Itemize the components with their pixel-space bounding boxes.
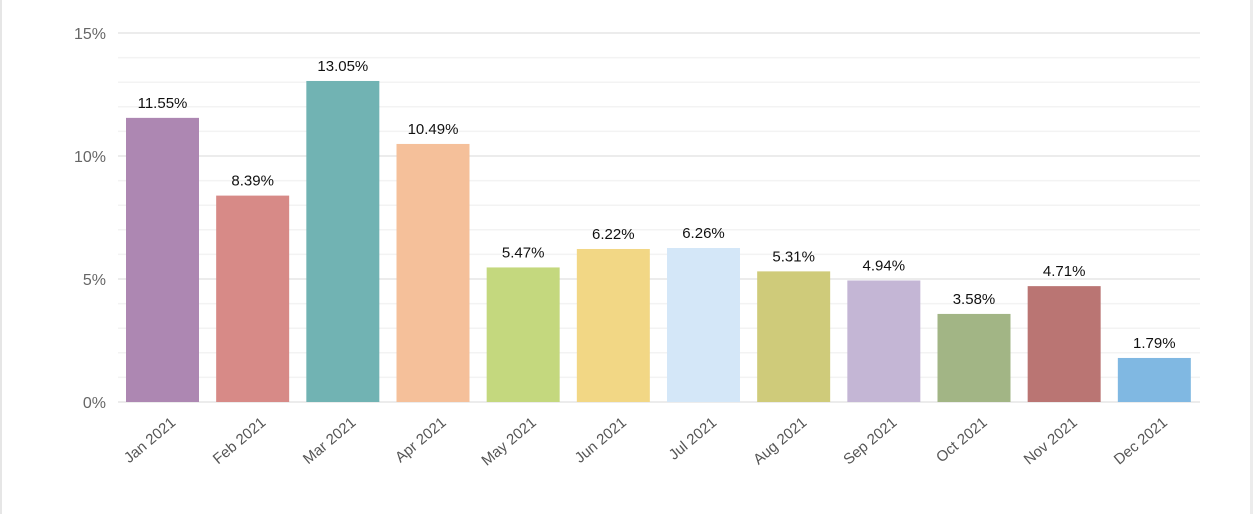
data-label: 4.71% <box>1043 263 1086 280</box>
x-tick-label: Jun 2021 <box>572 414 630 467</box>
bar <box>1027 286 1101 402</box>
y-tick-label: 15% <box>74 26 106 43</box>
bar <box>667 248 740 402</box>
data-label: 6.22% <box>592 226 635 243</box>
x-tick-label: Aug 2021 <box>750 414 810 468</box>
bar <box>757 271 831 402</box>
y-tick-label: 10% <box>74 149 106 166</box>
x-tick-label: Jan 2021 <box>121 414 179 467</box>
y-tick-label: 0% <box>83 395 106 412</box>
bar <box>576 248 650 402</box>
data-label: 13.05% <box>317 58 368 75</box>
x-tick-label: Oct 2021 <box>933 414 991 466</box>
data-label: 6.26% <box>682 225 725 242</box>
bar <box>847 280 921 402</box>
data-label: 10.49% <box>408 121 459 138</box>
data-label: 1.79% <box>1133 335 1176 352</box>
x-tick-label: Apr 2021 <box>392 414 450 466</box>
x-tick-label: Sep 2021 <box>840 414 900 468</box>
x-tick-label: Feb 2021 <box>210 414 269 468</box>
data-label: 11.55% <box>138 95 188 112</box>
data-label: 5.31% <box>772 248 815 265</box>
x-tick-label: Jul 2021 <box>666 414 720 463</box>
x-tick-label: Nov 2021 <box>1021 414 1081 468</box>
bar <box>306 80 380 402</box>
bar <box>486 267 560 402</box>
bar <box>216 195 290 402</box>
y-tick-label: 5% <box>83 272 106 289</box>
data-label: 8.39% <box>231 173 274 190</box>
bar <box>396 143 470 403</box>
x-tick-label: Dec 2021 <box>1111 414 1171 468</box>
bar <box>126 117 199 403</box>
data-label: 3.58% <box>953 291 996 308</box>
bar <box>1117 357 1191 402</box>
data-label: 4.94% <box>863 257 906 274</box>
data-label: 5.47% <box>502 244 545 261</box>
x-tick-label: Mar 2021 <box>300 414 359 468</box>
x-tick-label: May 2021 <box>478 414 539 469</box>
bar <box>937 313 1011 402</box>
